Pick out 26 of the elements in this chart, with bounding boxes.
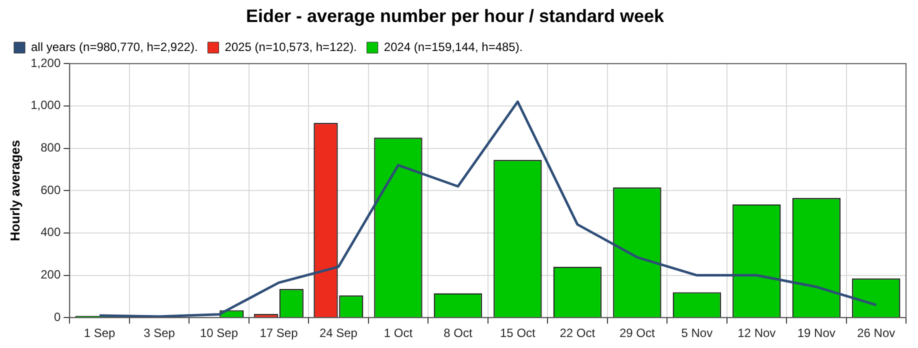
chart-title: Eider - average number per hour / standard week — [246, 6, 666, 26]
x-tick-label: 22 Oct — [560, 326, 596, 340]
x-tick-label: 29 Oct — [619, 326, 656, 340]
y-tick-label: 0 — [54, 310, 61, 324]
x-tick-label: 8 Oct — [444, 326, 473, 340]
x-tick-label: 3 Sep — [144, 326, 176, 340]
legend-label: all years (n=980,770, h=2,922). — [31, 40, 198, 54]
y-tick-label: 800 — [40, 140, 61, 155]
y-tick-label: 400 — [40, 225, 61, 240]
x-tick-label: 24 Sep — [319, 326, 358, 340]
x-tick-label: 15 Oct — [500, 326, 536, 340]
y-tick-label: 600 — [40, 182, 61, 197]
x-tick-label: 17 Sep — [260, 326, 298, 340]
y-axis-title: Hourly averages — [7, 140, 22, 242]
x-tick-label: 12 Nov — [738, 326, 776, 340]
legend-label: 2024 (n=159,144, h=485). — [384, 40, 523, 54]
x-tick-label: 1 Oct — [384, 326, 414, 340]
x-tick-label: 5 Nov — [681, 326, 713, 340]
x-tick-label: 10 Sep — [200, 326, 238, 340]
y-tick-label: 1,000 — [30, 98, 61, 112]
y-tick-label: 1,200 — [30, 56, 61, 70]
legend-label: 2025 (n=10,573, h=122). — [224, 40, 357, 54]
x-tick-label: 19 Nov — [797, 326, 836, 340]
x-tick-label: 26 Nov — [857, 326, 896, 340]
y-tick-label: 200 — [40, 268, 61, 282]
x-tick-label: 1 Sep — [84, 326, 116, 340]
